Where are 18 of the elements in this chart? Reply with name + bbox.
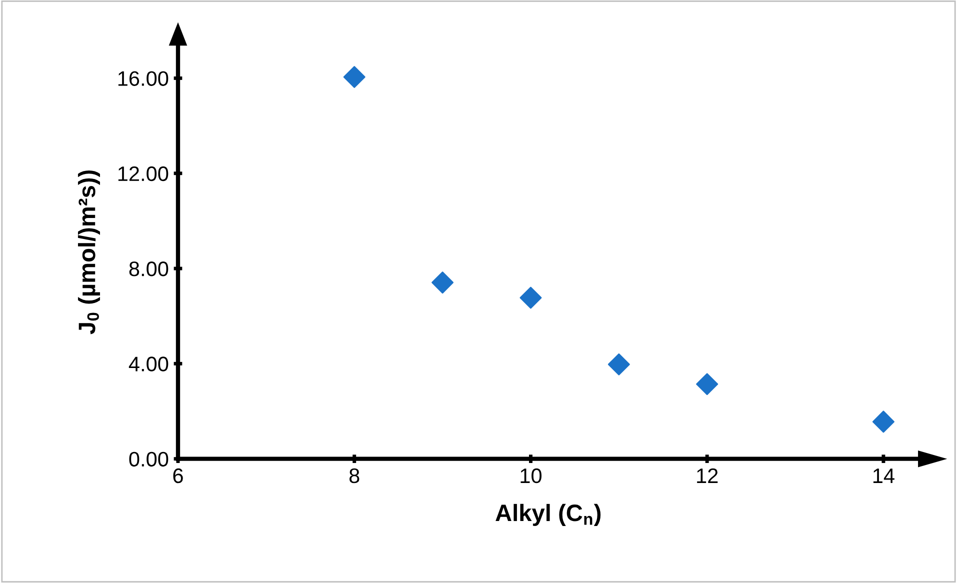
point [343,66,366,88]
x-tick-label: 12 [697,468,718,483]
point [520,286,542,309]
point [872,410,894,433]
point [696,373,718,396]
x-tick-label: 8 [349,468,360,484]
y-tick-label: 8.00 [129,262,168,276]
y-tick-label: 0.00 [129,452,168,467]
x-axis-title: Alkyl (C$_{n}$) [496,504,601,526]
y-tick-label: 4.00 [128,356,168,372]
point [432,272,454,294]
x-tick-label: 10 [520,468,542,484]
y-axis-title: J$_{0}$ (µmol/)m²s)) [78,170,100,334]
x-tick-label: 6 [173,468,183,484]
y-tick-label: 16.00 [118,71,168,86]
point [608,353,630,376]
y-tick-label: 12.00 [118,166,168,182]
x-tick-label: 14 [873,468,894,483]
